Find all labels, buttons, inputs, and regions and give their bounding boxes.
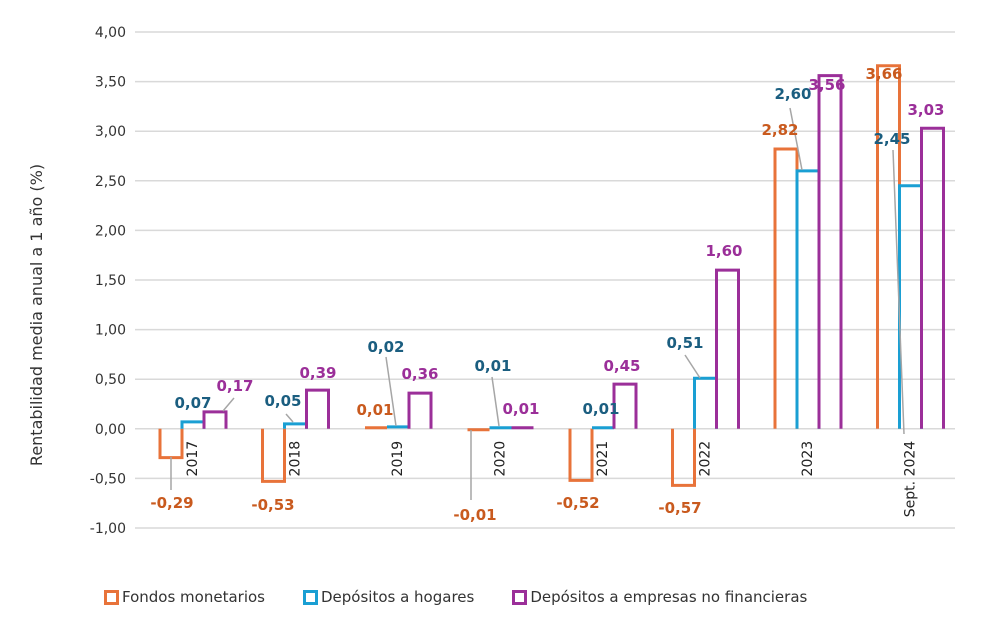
- y-tick-label: 3,50: [95, 75, 126, 91]
- data-label: -0,01: [453, 506, 496, 524]
- bar: [715, 268, 740, 429]
- legend-swatch-hogares: [302, 589, 318, 605]
- legend-swatch-fondos: [104, 589, 119, 605]
- data-label: 0,45: [603, 357, 640, 375]
- category-label: 2018: [288, 441, 304, 477]
- data-label: -0,53: [251, 496, 294, 514]
- bar: [261, 428, 286, 483]
- data-label: 0,01: [582, 400, 619, 418]
- legend-label-hogares: Depósitos a hogares: [320, 588, 475, 606]
- bar: [568, 428, 594, 482]
- y-axis-ticks: 4,00 3,50 3,00 2,50 2,00 1,50 1,00 0,50 0,00 -0,5…: [90, 25, 126, 537]
- bar: [795, 169, 821, 429]
- legend-label-fondos: Fondos monetarios: [122, 588, 265, 606]
- bar: [305, 388, 330, 429]
- data-label: 2,82: [761, 121, 798, 139]
- data-label: 3,56: [808, 76, 845, 94]
- category-label: Sept. 2024: [903, 441, 919, 517]
- category-label: 2020: [493, 441, 509, 477]
- data-label: -0,57: [658, 499, 701, 517]
- data-label: 0,02: [367, 338, 404, 356]
- leader-line: [491, 376, 500, 427]
- data-label: 0,17: [216, 377, 253, 395]
- data-labels: -0,29 -0,53 0,01 -0,01 -0,52 -0,57 2,82 3,66 0,0…: [150, 65, 944, 524]
- bar: [180, 420, 206, 429]
- bar: [817, 74, 843, 429]
- y-axis-label: Rentabilidad media anual a 1 año (%): [27, 164, 46, 466]
- bar: [612, 382, 638, 429]
- y-tick-label: 1,00: [95, 323, 126, 339]
- gridlines: [135, 31, 955, 529]
- legend-swatch-empresas: [512, 589, 528, 605]
- y-tick-label: -1,00: [90, 521, 126, 537]
- category-label: 2022: [698, 441, 714, 477]
- leader-line: [385, 356, 397, 427]
- legend-item-empresas: Depósitos a empresas no financieras: [512, 588, 807, 606]
- leader-line: [892, 149, 905, 435]
- data-label: 0,01: [356, 401, 393, 419]
- y-tick-label: 4,00: [95, 25, 126, 41]
- category-label: 2019: [390, 441, 406, 477]
- legend-label-empresas: Depósitos a empresas no financieras: [530, 588, 808, 606]
- data-label: 0,01: [502, 400, 539, 418]
- data-label: 0,51: [666, 334, 703, 352]
- y-tick-label: 1,50: [95, 273, 126, 289]
- bar: [693, 376, 718, 429]
- bar: [920, 126, 945, 429]
- data-label: 0,05: [264, 392, 301, 410]
- y-tick-label: 3,00: [95, 124, 126, 140]
- bar: [671, 428, 696, 487]
- data-label: 2,60: [774, 85, 811, 103]
- legend-item-hogares: Depósitos a hogares: [302, 588, 475, 606]
- y-tick-label: 0,00: [95, 422, 126, 438]
- leader-line: [684, 354, 701, 379]
- data-label: 0,07: [174, 394, 211, 412]
- data-label: 0,39: [299, 364, 336, 382]
- category-label: 2021: [595, 441, 611, 477]
- data-label: 3,66: [865, 65, 902, 83]
- data-label: 3,03: [907, 101, 944, 119]
- data-label: 0,36: [401, 365, 438, 383]
- leader-line: [789, 107, 803, 171]
- y-tick-label: 2,00: [95, 223, 126, 239]
- data-label: 2,45: [873, 130, 910, 148]
- y-tick-label: 2,50: [95, 174, 126, 190]
- y-tick-label: -0,50: [90, 471, 126, 487]
- data-label: -0,29: [150, 494, 193, 512]
- legend: Fondos monetarios Depósitos a hogares De…: [104, 588, 845, 606]
- bar: [773, 147, 799, 429]
- leader-lines: [170, 107, 905, 500]
- category-labels: 2017 2018 2019 2020 2021 2022 2023 Sept. 2024: [185, 441, 919, 517]
- bars: [158, 64, 945, 487]
- data-label: 1,60: [705, 242, 742, 260]
- data-label: 0,01: [474, 357, 511, 375]
- leader-line: [222, 397, 235, 412]
- category-label: 2023: [800, 441, 816, 477]
- category-label: 2017: [185, 441, 201, 477]
- data-label: -0,52: [556, 494, 599, 512]
- leader-line: [285, 413, 294, 423]
- bar: [407, 391, 433, 429]
- y-tick-label: 0,50: [95, 372, 126, 388]
- bar: [158, 428, 184, 460]
- legend-item-fondos: Fondos monetarios: [104, 588, 265, 606]
- bar: [202, 410, 228, 429]
